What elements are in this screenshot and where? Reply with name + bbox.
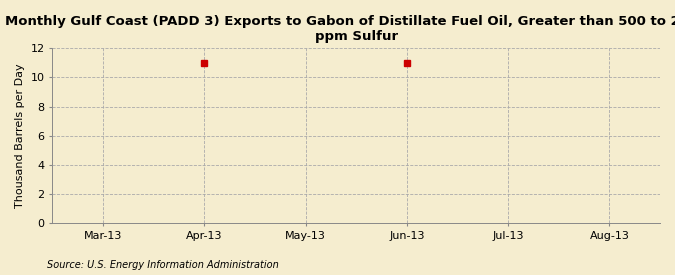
Title: Monthly Gulf Coast (PADD 3) Exports to Gabon of Distillate Fuel Oil, Greater tha: Monthly Gulf Coast (PADD 3) Exports to G… — [5, 15, 675, 43]
Text: Source: U.S. Energy Information Administration: Source: U.S. Energy Information Administ… — [47, 260, 279, 270]
Y-axis label: Thousand Barrels per Day: Thousand Barrels per Day — [15, 64, 25, 208]
